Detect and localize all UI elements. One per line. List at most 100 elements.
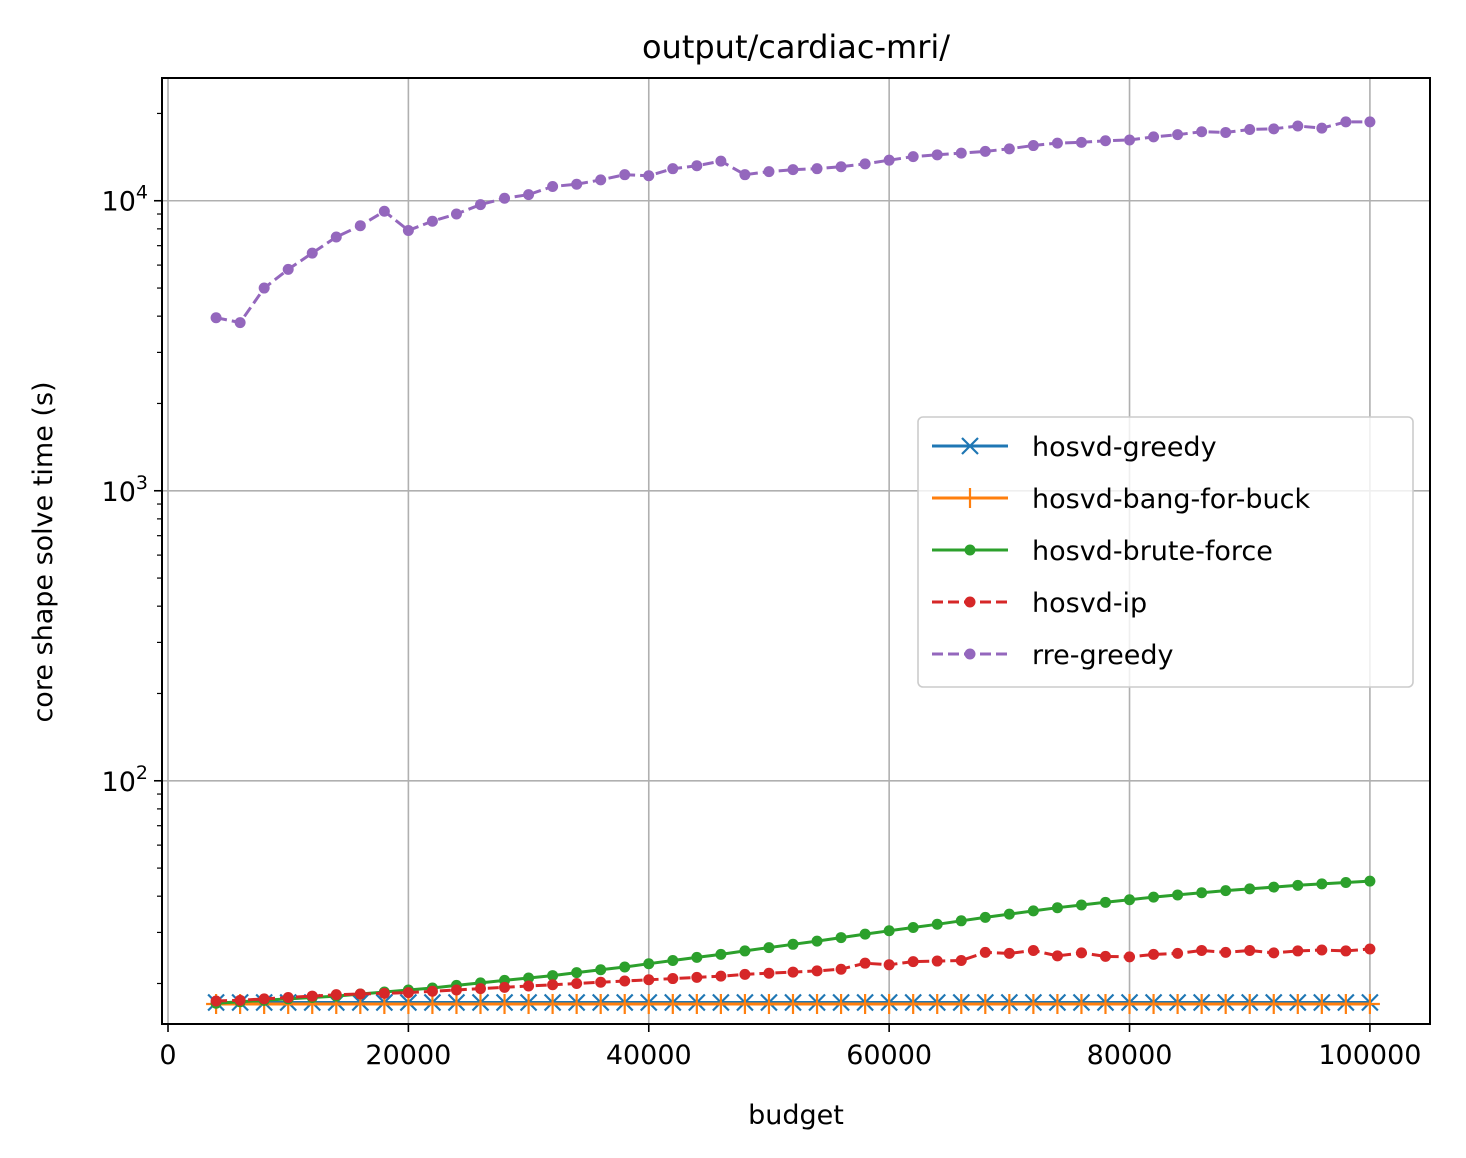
data-point	[955, 147, 967, 159]
data-point	[475, 199, 487, 211]
data-point	[1196, 887, 1208, 899]
data-point	[1027, 905, 1039, 917]
data-point	[807, 993, 828, 1014]
data-point	[643, 974, 655, 986]
data-point	[595, 174, 607, 186]
data-point	[1220, 885, 1232, 897]
legend-box	[917, 416, 1414, 688]
data-point	[859, 957, 871, 969]
data-point	[739, 169, 751, 181]
data-point	[1359, 993, 1380, 1014]
data-point	[907, 921, 919, 933]
data-point	[542, 993, 563, 1014]
x-tick-label: 0	[159, 1040, 176, 1071]
x-tick-label: 20000	[365, 1040, 451, 1071]
data-point	[354, 988, 366, 1000]
data-point	[955, 955, 967, 967]
data-point	[1244, 944, 1256, 956]
data-point	[470, 993, 491, 1014]
data-point	[739, 968, 751, 980]
data-point	[999, 993, 1020, 1014]
data-point	[1244, 124, 1256, 136]
data-point	[571, 977, 583, 989]
data-point	[1220, 126, 1232, 138]
data-point	[1292, 120, 1304, 132]
data-point	[1003, 947, 1015, 959]
data-point	[446, 993, 467, 1014]
data-point	[1075, 136, 1087, 148]
data-point	[547, 970, 559, 982]
data-point	[1316, 878, 1328, 890]
data-point	[643, 170, 655, 182]
data-point	[499, 981, 511, 993]
data-point	[234, 994, 246, 1006]
y-axis-label: core shape solve time (s)	[28, 381, 59, 722]
data-point	[960, 488, 980, 508]
data-point	[1124, 951, 1136, 963]
data-point	[1239, 993, 1260, 1014]
data-point	[402, 224, 414, 236]
data-point	[1003, 143, 1015, 155]
data-point	[494, 993, 515, 1014]
data-point	[835, 963, 847, 975]
data-point	[619, 169, 631, 181]
data-point	[1075, 947, 1087, 959]
data-point	[1268, 881, 1280, 893]
data-point	[378, 987, 390, 999]
data-point	[1268, 947, 1280, 959]
data-point	[330, 231, 342, 243]
legend-label: rre-greedy	[1032, 640, 1173, 671]
data-point	[1148, 891, 1160, 903]
series-line	[215, 120, 1370, 325]
data-point	[667, 973, 679, 985]
data-point	[475, 983, 487, 995]
data-point	[1340, 116, 1352, 128]
data-point	[883, 959, 895, 971]
data-point	[1172, 947, 1184, 959]
data-point	[691, 971, 703, 983]
data-point	[859, 158, 871, 170]
data-point	[595, 976, 607, 988]
data-point	[1027, 140, 1039, 152]
data-point	[422, 993, 443, 1014]
data-point	[964, 544, 976, 556]
data-point	[643, 958, 655, 970]
data-point	[859, 928, 871, 940]
data-point	[1263, 993, 1284, 1014]
y-tick-label: 103	[102, 472, 148, 508]
data-point	[1099, 950, 1111, 962]
data-point	[710, 993, 731, 1014]
data-point	[1124, 134, 1136, 146]
data-point	[450, 208, 462, 220]
data-point	[1143, 993, 1164, 1014]
data-point	[835, 932, 847, 944]
data-point	[835, 161, 847, 173]
data-point	[1292, 879, 1304, 891]
data-point	[686, 993, 707, 1014]
legend-item: hosvd-bang-for-buck	[932, 484, 1310, 515]
data-point	[306, 247, 318, 259]
data-point	[1051, 137, 1063, 149]
series-hosvd-ip	[210, 943, 1376, 1007]
data-point	[1124, 894, 1136, 906]
legend-label: hosvd-greedy	[1032, 432, 1217, 463]
x-tick-label: 100000	[1318, 1040, 1421, 1071]
data-point	[931, 955, 943, 967]
data-point	[523, 189, 535, 201]
data-point	[1027, 944, 1039, 956]
chart-title: output/cardiac-mri/	[642, 28, 950, 66]
data-point	[1340, 876, 1352, 888]
data-point	[1071, 993, 1092, 1014]
data-point	[523, 972, 535, 984]
data-point	[638, 993, 659, 1014]
data-point	[426, 985, 438, 997]
data-point	[1148, 131, 1160, 143]
y-axis: 102 103 104	[102, 112, 162, 985]
data-point	[1172, 889, 1184, 901]
data-point	[1075, 899, 1087, 911]
data-point	[258, 282, 270, 294]
data-point	[907, 151, 919, 163]
data-point	[523, 980, 535, 992]
data-point	[614, 993, 635, 1014]
data-point	[787, 164, 799, 176]
